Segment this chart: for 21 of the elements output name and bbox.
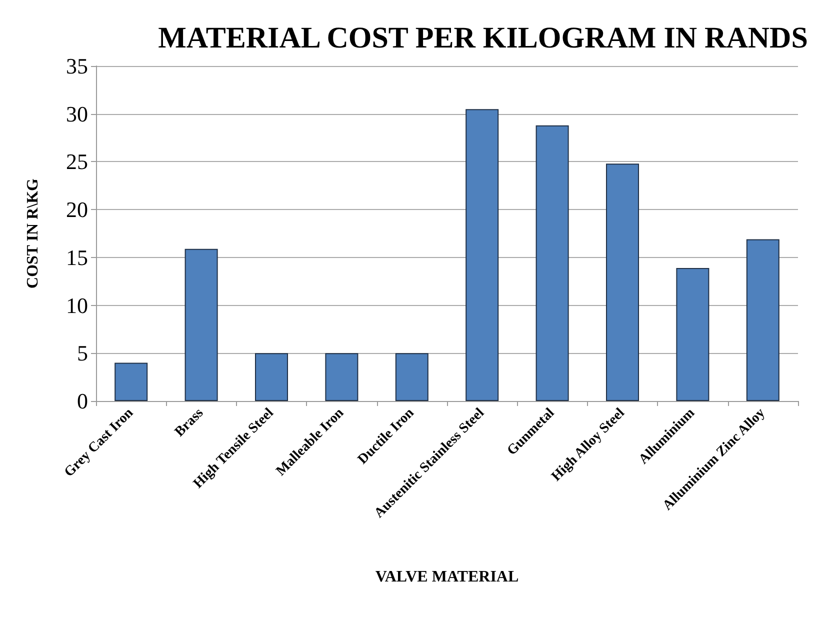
bar [676, 268, 710, 401]
bar [255, 353, 288, 401]
x-axis-title: VALVE MATERIAL [375, 568, 519, 586]
bar [395, 353, 428, 401]
bar [114, 362, 148, 401]
y-tick-label: 5 [77, 340, 88, 366]
bar [184, 248, 218, 401]
bar [536, 125, 569, 401]
y-tick-label: 15 [66, 244, 88, 270]
y-axis-title: COST IN R\KG [24, 178, 42, 288]
y-tick-label: 30 [66, 101, 88, 126]
bar [325, 353, 358, 401]
y-tick-label: 0 [77, 388, 88, 414]
chart-title: MATERIAL COST PER KILOGRAM IN RANDS [158, 22, 808, 54]
y-tick-label: 10 [66, 292, 88, 318]
bar [606, 164, 639, 401]
bar [746, 239, 780, 401]
y-tick-label: 20 [66, 197, 88, 222]
bar [466, 109, 499, 401]
y-tick-label: 35 [66, 54, 88, 78]
y-tick-label: 25 [66, 149, 88, 174]
